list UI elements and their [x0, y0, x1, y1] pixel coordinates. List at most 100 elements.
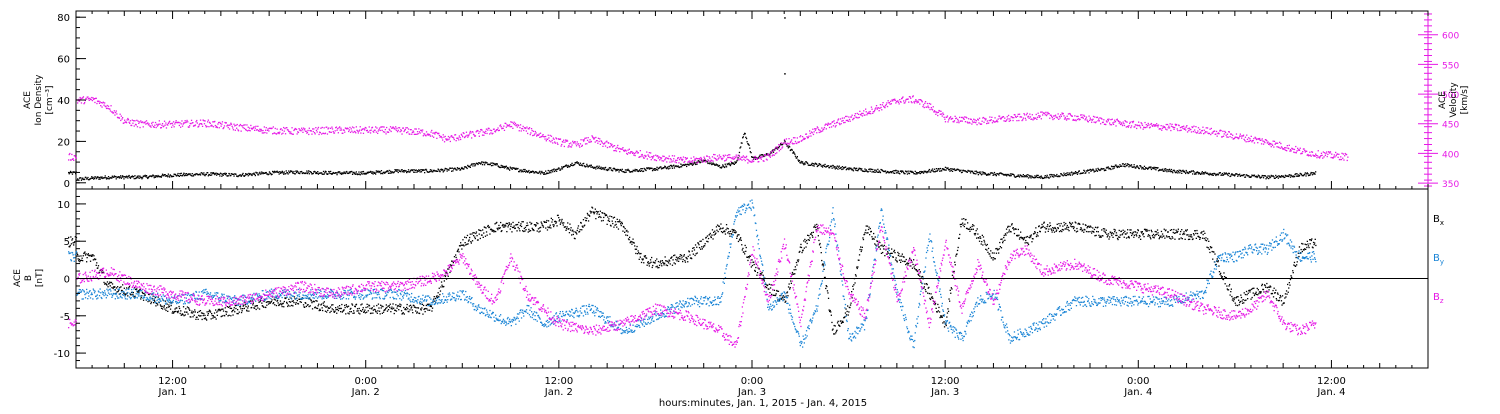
- data-point: [1084, 119, 1086, 121]
- data-point: [422, 313, 424, 315]
- data-point: [924, 171, 926, 173]
- data-point: [1275, 174, 1277, 177]
- data-point: [749, 147, 751, 149]
- data-point: [206, 311, 208, 313]
- data-point: [547, 169, 549, 172]
- data-point: [82, 97, 84, 99]
- data-point: [524, 230, 526, 232]
- data-point: [382, 173, 384, 175]
- data-point: [261, 132, 263, 134]
- data-point: [1335, 155, 1337, 157]
- data-point: [1006, 175, 1008, 177]
- data-point: [1143, 168, 1145, 170]
- data-point: [190, 123, 192, 125]
- data-point: [756, 158, 759, 160]
- data-point: [810, 131, 813, 133]
- data-point: [468, 239, 470, 241]
- data-point: [645, 257, 648, 259]
- data-point: [501, 225, 503, 227]
- data-point: [451, 170, 453, 172]
- data-point: [324, 170, 327, 172]
- data-point: [1236, 173, 1238, 175]
- data-point: [271, 173, 273, 175]
- data-point: [713, 153, 715, 156]
- data-point: [533, 172, 535, 174]
- data-point: [953, 120, 956, 122]
- data-point: [351, 170, 353, 173]
- data-point: [659, 156, 661, 159]
- data-point: [537, 172, 540, 174]
- data-point: [1338, 153, 1340, 155]
- data-point: [1154, 125, 1156, 127]
- data-point: [176, 307, 178, 309]
- data-point: [320, 172, 322, 174]
- data-point: [515, 224, 518, 226]
- data-point: [579, 146, 581, 148]
- data-point: [364, 126, 366, 129]
- data-point: [1198, 132, 1200, 134]
- data-point: [161, 175, 163, 177]
- data-point: [726, 154, 728, 157]
- data-point: [1090, 170, 1092, 172]
- data-point: [1092, 169, 1095, 171]
- data-point: [1234, 136, 1236, 138]
- data-point: [388, 305, 390, 307]
- data-point: [436, 295, 438, 297]
- data-point: [1124, 120, 1126, 122]
- data-point: [693, 161, 695, 163]
- data-point: [850, 168, 853, 170]
- data-point: [285, 297, 287, 299]
- data-point: [233, 123, 235, 125]
- data-point: [883, 170, 885, 173]
- data-point: [319, 131, 321, 133]
- data-point: [963, 118, 965, 120]
- data-point: [526, 222, 528, 224]
- data-point: [760, 156, 762, 158]
- data-point: [104, 102, 106, 104]
- data-point: [802, 162, 804, 165]
- data-point: [1333, 154, 1335, 156]
- data-point: [436, 170, 439, 172]
- data-point: [600, 216, 602, 219]
- data-point: [302, 304, 305, 306]
- data-point: [972, 121, 974, 124]
- data-point: [387, 170, 389, 173]
- data-point: [1038, 115, 1040, 117]
- data-point: [434, 300, 436, 302]
- data-point: [388, 169, 390, 172]
- data-point: [171, 122, 173, 124]
- data-point: [75, 173, 77, 175]
- data-point: [1289, 149, 1292, 151]
- data-point: [915, 99, 917, 101]
- data-point: [500, 126, 502, 128]
- data-point: [190, 316, 192, 318]
- data-point: [85, 253, 87, 255]
- data-point: [375, 173, 377, 175]
- data-point: [859, 113, 862, 116]
- data-point: [215, 309, 217, 311]
- data-point: [368, 305, 371, 307]
- data-point: [1276, 146, 1278, 148]
- data-point: [602, 212, 604, 214]
- data-point: [608, 220, 611, 222]
- data-point: [79, 261, 81, 263]
- data-point: [594, 141, 596, 143]
- data-point: [436, 296, 439, 299]
- data-point: [575, 232, 577, 234]
- data-point: [214, 124, 216, 127]
- data-point: [369, 132, 372, 134]
- data-point: [1122, 121, 1124, 123]
- data-point: [777, 148, 779, 150]
- data-point: [625, 234, 627, 236]
- data-point: [142, 299, 145, 301]
- data-point: [916, 102, 918, 104]
- data-point: [391, 171, 394, 173]
- data-point: [420, 129, 423, 131]
- data-point: [305, 130, 307, 132]
- data-point: [1020, 175, 1023, 177]
- data-point: [683, 161, 685, 164]
- data-point: [525, 171, 527, 173]
- data-point: [663, 264, 665, 266]
- data-point: [1194, 129, 1196, 131]
